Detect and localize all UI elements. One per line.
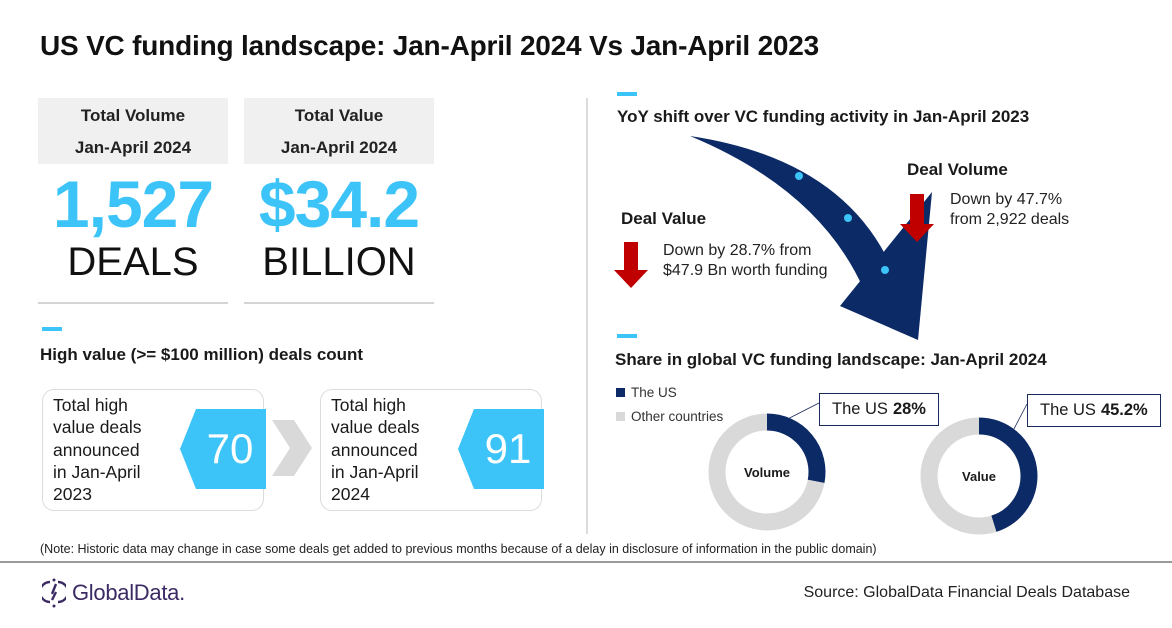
- count-value: 70: [206, 425, 254, 472]
- card-line: in Jan-April: [331, 461, 419, 482]
- section-accent: [617, 92, 637, 96]
- desc-line: from 2,922 deals: [950, 211, 1070, 228]
- stat-value: 1,527: [52, 167, 214, 241]
- stat-period: Jan-April 2024: [74, 138, 192, 157]
- card-line: Total high: [53, 395, 128, 415]
- count-badge-2024: 91: [458, 409, 544, 489]
- donut-slice-the-us: [978, 417, 1038, 532]
- legend: The US Other countries: [616, 381, 723, 427]
- card-text: Total high value deals announced in Jan-…: [53, 394, 142, 505]
- donut-center-label: Value: [962, 469, 996, 484]
- callout-value: 45.2%: [1100, 401, 1148, 419]
- callout-leader-line: [1013, 403, 1028, 430]
- section-accent: [617, 334, 637, 338]
- legend-item-other: Other countries: [616, 405, 723, 427]
- section-title-share: Share in global VC funding landscape: Ja…: [615, 350, 1047, 369]
- stat-label: Total Value: [294, 106, 384, 125]
- deal-value-heading: Deal Value: [621, 209, 707, 228]
- logo-text: GlobalData.: [72, 580, 185, 605]
- legend-swatch: [616, 387, 625, 397]
- callout-value: 28%: [892, 400, 926, 418]
- card-line: 2024: [331, 484, 370, 505]
- desc-line: Down by 47.7%: [950, 191, 1063, 208]
- down-arrow-icon: [900, 194, 934, 242]
- stat-unit: DEALS: [67, 240, 199, 284]
- donut-charts: Volume Value: [708, 402, 1038, 535]
- stat-card-value: Total Value Jan-April 2024 $34.2 BILLION: [244, 98, 434, 304]
- card-line: value deals: [53, 417, 142, 438]
- callout-prefix: The US: [1040, 401, 1096, 419]
- card-text: Total high value deals announced in Jan-…: [331, 394, 420, 505]
- stat-unit: BILLION: [262, 240, 416, 284]
- desc-line: Down by 28.7% from: [663, 242, 812, 259]
- globaldata-logo-icon: [42, 578, 66, 608]
- stat-value: $34.2: [258, 167, 420, 241]
- stat-period: Jan-April 2024: [280, 138, 398, 157]
- legend-label: Other countries: [631, 408, 724, 424]
- donut-slice-other-countries: [708, 413, 825, 531]
- card-line: in Jan-April: [53, 461, 141, 482]
- callout-prefix: The US: [832, 400, 888, 418]
- deal-volume-desc: Down by 47.7% from 2,922 deals: [950, 190, 1069, 230]
- down-arrow-icon: [614, 242, 648, 288]
- chevron-right-icon: [272, 420, 312, 481]
- legend-item-us: The US: [616, 381, 723, 403]
- card-line: announced: [331, 439, 418, 460]
- card-line: announced: [53, 439, 140, 460]
- footnote: (Note: Historic data may change in case …: [40, 542, 877, 556]
- stat-header: Total Value Jan-April 2024: [244, 98, 434, 164]
- page-title: US VC funding landscape: Jan-April 2024 …: [40, 30, 820, 61]
- callout-volume: The US 28%: [819, 393, 939, 426]
- footer-divider: [0, 561, 1172, 563]
- donut-center-label: Volume: [744, 465, 790, 480]
- donut-slice-the-us: [766, 413, 826, 483]
- desc-line: $47.9 Bn worth funding: [663, 262, 828, 279]
- card-line: 2023: [53, 484, 92, 505]
- vertical-divider: [586, 98, 588, 534]
- stat-card-volume: Total Volume Jan-April 2024 1,527 DEALS: [38, 98, 228, 304]
- callout-leader-line: [789, 402, 820, 419]
- stat-label: Total Volume: [80, 106, 186, 125]
- globaldata-logo[interactable]: GlobalData.: [42, 578, 185, 608]
- card-line: Total high: [331, 395, 406, 415]
- section-title-high-value: High value (>= $100 million) deals count: [40, 345, 364, 364]
- count-value: 91: [484, 425, 532, 472]
- section-accent: [42, 327, 62, 331]
- deal-value-desc: Down by 28.7% from $47.9 Bn worth fundin…: [663, 241, 828, 281]
- deal-volume-heading: Deal Volume: [907, 160, 1008, 179]
- divider: [38, 302, 228, 304]
- card-line: value deals: [331, 417, 420, 438]
- source-text: Source: GlobalData Financial Deals Datab…: [803, 584, 1130, 601]
- donut-slice-other-countries: [920, 417, 997, 535]
- section-title-yoy: YoY shift over VC funding activity in Ja…: [617, 107, 1030, 126]
- legend-swatch: [616, 411, 625, 421]
- legend-label: The US: [631, 384, 677, 400]
- callout-value: The US 45.2%: [1027, 394, 1161, 427]
- divider: [244, 302, 434, 304]
- stat-header: Total Volume Jan-April 2024: [38, 98, 228, 164]
- count-badge-2023: 70: [180, 409, 266, 489]
